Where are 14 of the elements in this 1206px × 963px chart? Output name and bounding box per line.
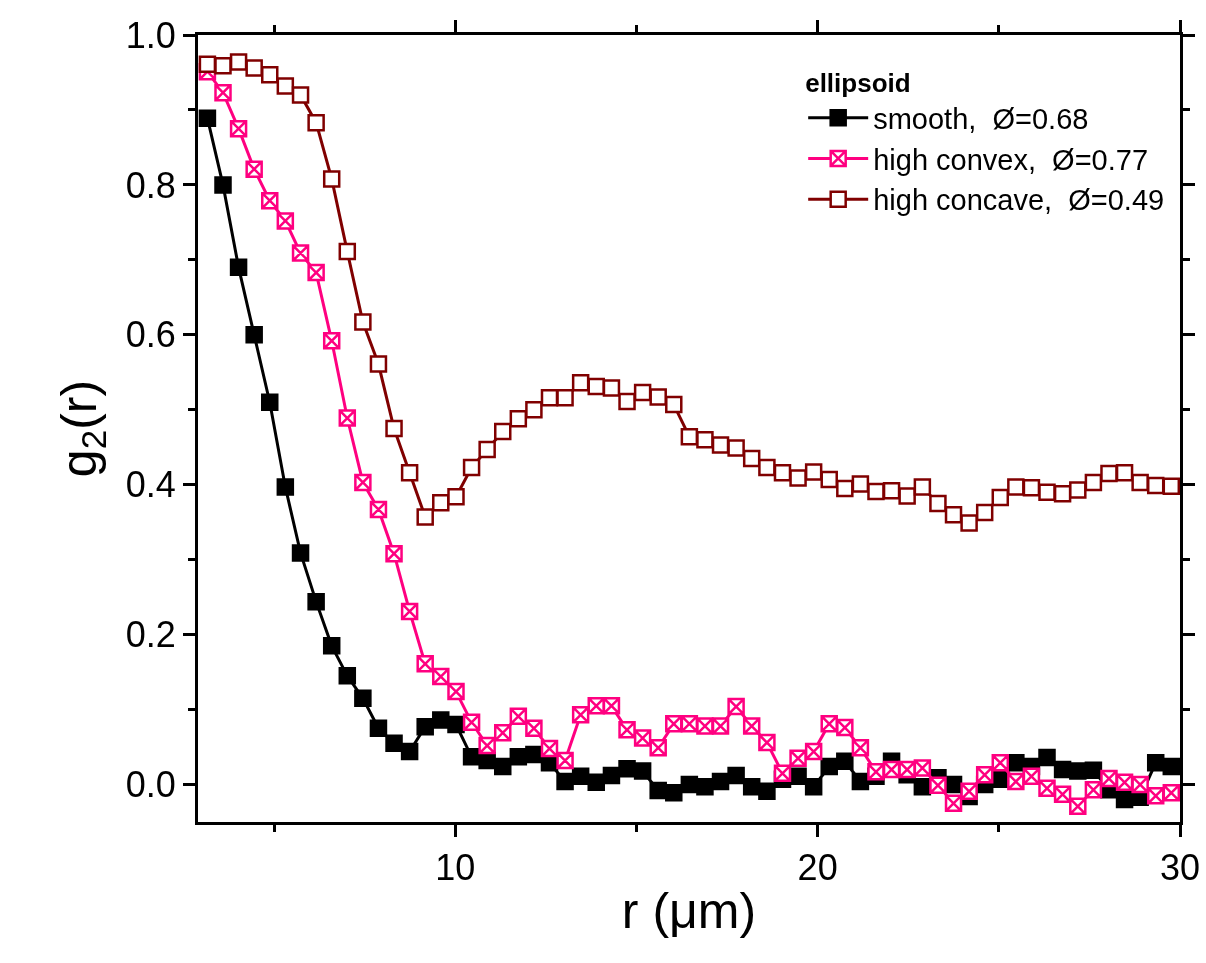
legend-label: high concave, Ø=0.49: [873, 184, 1165, 217]
legend-label: high convex, Ø=0.77: [873, 143, 1149, 176]
legend-label: smooth, Ø=0.68: [873, 103, 1089, 136]
y-tick-label: 0.6: [125, 314, 176, 356]
y-tick-label: 0.4: [125, 464, 176, 506]
x-tick-label: 20: [797, 847, 838, 889]
legend-title: ellipsoid: [805, 68, 911, 99]
x-tick-label: 30: [1159, 847, 1201, 889]
y-tick-label: 1.0: [125, 14, 176, 56]
x-tick-label: 10: [435, 847, 476, 889]
y-tick-label: 0.2: [125, 614, 176, 656]
x-axis-title: r (μm): [621, 882, 757, 939]
y-tick-label: 0.0: [125, 764, 176, 806]
y-tick-label: 0.8: [125, 164, 176, 206]
